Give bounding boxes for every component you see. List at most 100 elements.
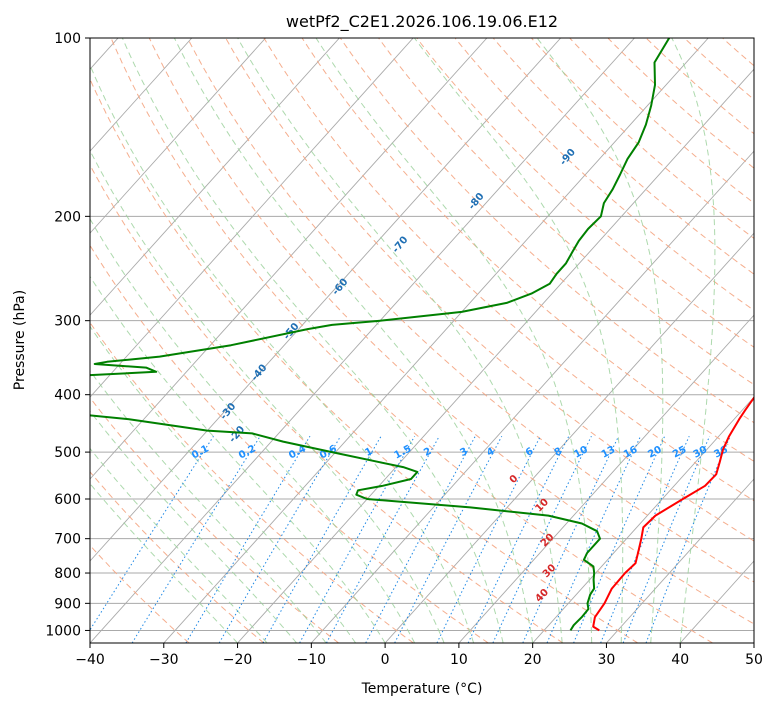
x-tick-label: −40	[75, 652, 105, 668]
dry-adiabat-line	[90, 544, 190, 643]
x-tick-label: 30	[598, 652, 616, 668]
dry-adiabat-line	[684, 38, 754, 101]
dry-adiabat-lines	[90, 38, 775, 643]
dry-adiabat-line	[454, 38, 754, 312]
moist-adiabat-line	[413, 38, 624, 643]
plot-frame	[89, 37, 755, 644]
isotherm-line	[90, 38, 488, 480]
isotherm-lines	[90, 38, 754, 643]
dry-adiabat-line	[301, 38, 754, 462]
moist-adiabat-line	[90, 410, 297, 643]
x-tick-label: 40	[671, 652, 689, 668]
mixing-ratio-line	[645, 435, 731, 643]
dry-adiabat-line	[90, 163, 564, 643]
mixing-ratio-line	[600, 435, 690, 643]
mixing-ratio-line	[185, 435, 311, 643]
mixing-ratio-label: 20	[646, 444, 663, 460]
dry-adiabat-label: -60	[330, 277, 350, 298]
mixing-ratio-label: 16	[622, 444, 639, 460]
x-axis-label: Temperature (°C)	[361, 681, 483, 697]
mixing-ratio-label: 25	[671, 444, 688, 460]
moist-adiabat-line	[90, 482, 238, 643]
mixing-ratio-label: 4	[485, 446, 496, 459]
isotherm-line	[90, 38, 266, 234]
isotherm-line	[90, 38, 340, 316]
isotherm-line	[458, 314, 754, 643]
chart-title: wetPf2_C2E1.2026.106.19.06.E12	[286, 12, 558, 32]
plot-area: 0.1 0.2 0.4 0.6 1 1.5 2 3 4 6 8 10 13 16 20 25 30 36-100-…	[90, 23, 775, 643]
adiabat-labels: 0.1 0.2 0.4 0.6 1 1.5 2 3 4 6 8 10 13 16 20 25 30 36-100-…	[190, 23, 775, 605]
moist-adiabat-line	[671, 38, 716, 643]
y-tick-label: 600	[54, 492, 81, 508]
mixing-ratio-line	[90, 435, 214, 631]
moist-adiabat-line	[121, 38, 504, 643]
x-tick-label: −10	[297, 652, 327, 668]
moist-adiabat-label: 0	[508, 473, 521, 486]
mixing-ratio-line	[131, 435, 261, 643]
mixing-ratio-line	[573, 435, 666, 643]
isotherm-line	[90, 38, 635, 643]
isotherm-line	[90, 38, 193, 152]
isotherm-line	[163, 38, 709, 643]
mixing-ratio-label: 2	[422, 446, 433, 459]
isotherm-line	[384, 232, 754, 643]
moist-adiabat-line	[237, 38, 563, 643]
dry-adiabat-line	[416, 38, 754, 348]
mixing-ratio-line	[262, 435, 382, 643]
mixing-ratio-line	[467, 435, 570, 643]
mixing-ratio-line	[325, 435, 440, 643]
dry-adiabat-line	[340, 38, 754, 424]
dry-adiabat-line	[90, 471, 265, 643]
moist-adiabat-label: 30	[541, 562, 559, 580]
dry-adiabat-label: -90	[558, 147, 578, 168]
dry-adiabat-line	[90, 396, 339, 643]
mixing-ratio-line	[622, 435, 711, 643]
moist-adiabat-line	[173, 38, 534, 643]
axes: −40 −30 −20 −10 0 10 20 30 40 5010020030040050060…	[45, 31, 763, 668]
dry-adiabat-line	[531, 38, 754, 239]
dry-adiabat-line	[493, 38, 754, 275]
dry-adiabat-label: -80	[467, 191, 487, 212]
mixing-ratio-line	[522, 435, 620, 643]
mixing-ratio-line	[218, 435, 342, 643]
moist-adiabat-line	[90, 275, 386, 643]
dry-adiabat-line	[761, 38, 775, 643]
moist-adiabat-line	[90, 64, 475, 643]
temperature-line	[592, 395, 754, 632]
isotherm-line	[532, 396, 754, 643]
moist-adiabat-line	[90, 447, 268, 643]
dry-adiabat-line	[646, 38, 754, 135]
y-tick-label: 400	[54, 388, 81, 404]
x-tick-label: 0	[381, 652, 390, 668]
isotherm-line	[90, 38, 414, 398]
pressure-grid	[90, 38, 754, 631]
dry-adiabat-line	[225, 38, 754, 542]
x-tick-label: 10	[450, 652, 468, 668]
dry-adiabat-label: -20	[227, 424, 247, 445]
y-tick-label: 500	[54, 445, 81, 461]
x-tick-label: 50	[745, 652, 763, 668]
isotherm-line	[753, 642, 754, 643]
x-tick-label: −30	[149, 652, 179, 668]
dry-adiabat-label: -30	[218, 401, 238, 422]
mixing-ratio-line	[394, 435, 503, 643]
moist-adiabat-label: 20	[539, 532, 557, 550]
moist-adiabat-line	[536, 38, 664, 643]
dry-adiabat-line	[90, 244, 489, 643]
y-tick-label: 700	[54, 532, 81, 548]
isotherm-line	[237, 68, 754, 643]
dry-adiabat-line	[187, 38, 754, 583]
dry-adiabat-line	[90, 77, 639, 643]
dry-adiabat-line	[90, 321, 414, 643]
mixing-ratio-label: 8	[553, 446, 564, 459]
moist-adiabat-line	[90, 149, 445, 643]
dry-adiabat-label: -100	[755, 23, 775, 49]
mixing-ratio-label: 3	[458, 446, 469, 459]
mixing-ratio-line	[436, 435, 541, 643]
sounding-series	[90, 38, 754, 632]
mixing-ratio-label: 6	[524, 446, 535, 459]
moist-adiabat-lines	[90, 38, 716, 643]
mixing-ratio-label: 0.2	[237, 443, 258, 461]
moist-adiabat-line	[315, 38, 593, 643]
